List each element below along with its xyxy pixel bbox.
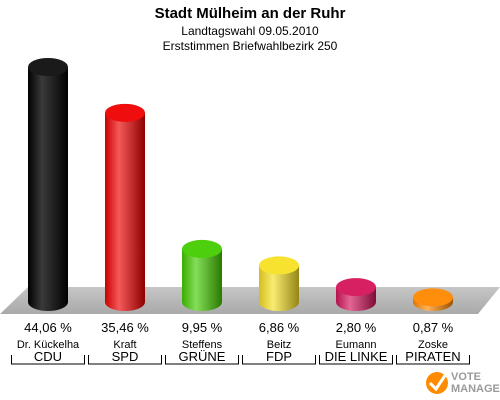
value-label-spd: 35,46 %: [101, 320, 149, 335]
vote-manager-logo: VOTE MANAGER: [426, 371, 500, 395]
value-label-die-linke: 2,80 %: [336, 320, 377, 335]
bars-group: [28, 58, 453, 312]
party-bracket-gr-ne: [165, 355, 239, 365]
chart-subtitle-date: Landtagswahl 09.05.2010: [181, 24, 319, 38]
logo-line-1: VOTE: [451, 371, 481, 383]
value-label-gr-ne: 9,95 %: [182, 320, 223, 335]
chart-subtitle-district: Erststimmen Briefwahlbezirk 250: [163, 39, 338, 53]
bar-cdu: [28, 58, 68, 311]
party-bracket-spd: [88, 355, 162, 365]
party-label-die-linke: DIE LINKE: [325, 349, 388, 364]
bar-gr-ne: [182, 239, 222, 311]
bar-die-linke: [336, 278, 376, 311]
party-label-fdp: FDP: [266, 349, 292, 364]
candidate-label-gr-ne: Steffens: [182, 339, 223, 351]
logo-line-2: MANAGER: [451, 383, 500, 395]
value-label-piraten: 0,87 %: [413, 320, 454, 335]
candidate-label-piraten: Zoske: [418, 339, 448, 351]
bar-body-cdu: [28, 67, 68, 311]
bar-cap-cdu: [28, 58, 68, 76]
candidate-label-cdu: Dr. Kückelha: [17, 339, 80, 351]
party-bracket-die-linke: [319, 355, 393, 365]
party-bracket-fdp: [242, 355, 316, 365]
candidate-label-spd: Kraft: [113, 339, 136, 351]
bar-cap-gr-ne: [182, 239, 222, 258]
value-label-fdp: 6,86 %: [259, 320, 300, 335]
candidate-label-die-linke: Eumann: [336, 339, 377, 351]
bar-body-gr-ne: [182, 248, 222, 311]
party-label-spd: SPD: [112, 349, 139, 364]
party-label-cdu: CDU: [34, 349, 62, 364]
bar-cap-spd: [105, 103, 145, 122]
bar-cap-die-linke: [336, 278, 376, 297]
party-label-gr-ne: GRÜNE: [179, 349, 226, 364]
bar-spd: [105, 103, 145, 312]
party-bracket-piraten: [396, 355, 470, 365]
bar-fdp: [259, 256, 299, 311]
chart-title: Stadt Mülheim an der Ruhr: [155, 5, 346, 22]
vote-manager-check-icon: [426, 372, 448, 394]
value-label-cdu: 44,06 %: [24, 320, 72, 335]
bar-body-spd: [105, 112, 145, 312]
party-label-piraten: PIRATEN: [405, 349, 460, 364]
bar-piraten: [413, 288, 453, 311]
bar-cap-piraten: [413, 288, 453, 307]
bar-body-fdp: [259, 265, 299, 311]
party-bracket-cdu: [11, 355, 85, 365]
bar-cap-fdp: [259, 256, 299, 275]
candidate-label-fdp: Beitz: [267, 339, 291, 351]
